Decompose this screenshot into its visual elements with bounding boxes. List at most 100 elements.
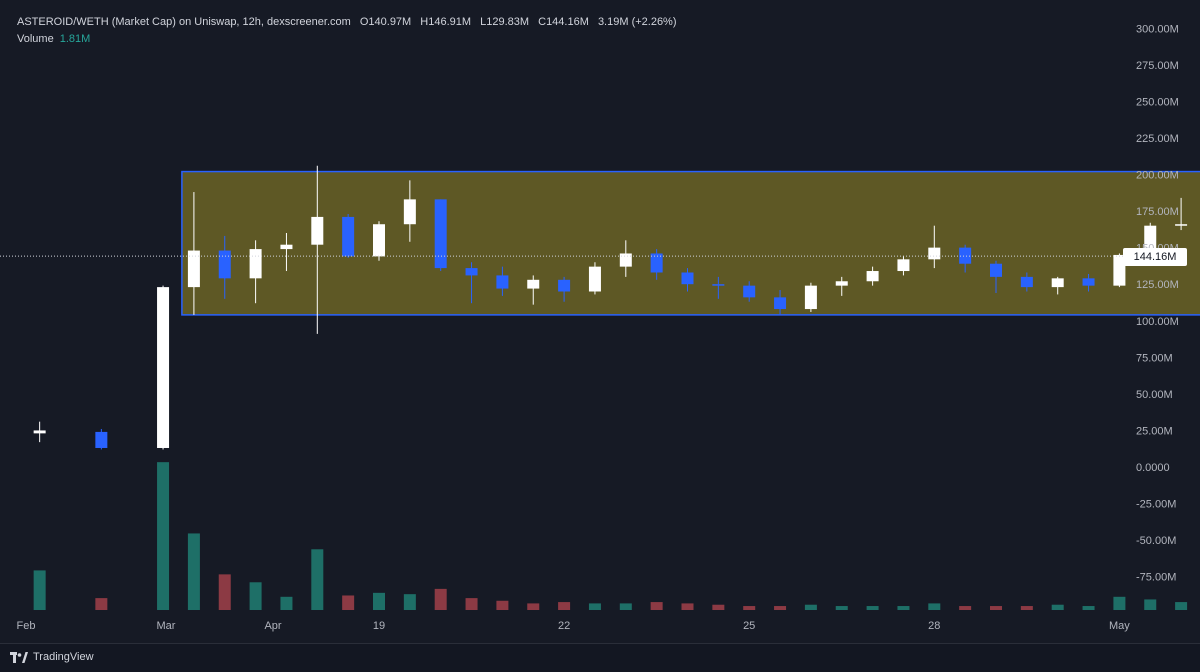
volume-bar <box>527 603 540 610</box>
candle-body <box>619 253 632 267</box>
volume-bar <box>249 582 262 610</box>
volume-bar <box>897 606 910 610</box>
volume-bar <box>743 606 756 610</box>
candle-body <box>774 297 787 310</box>
y-axis-tick-label: 300.00M <box>1136 23 1179 35</box>
candle-body <box>743 285 756 298</box>
candle-body <box>249 249 262 279</box>
candle-body <box>187 250 200 288</box>
volume-bar <box>774 606 787 610</box>
legend-change: 3.19M (+2.26%) <box>597 16 677 28</box>
candle-body <box>157 287 170 448</box>
candle-body <box>650 253 663 273</box>
volume-bar <box>866 606 879 610</box>
x-axis-tick-label: 25 <box>743 620 755 632</box>
legend-low-key: L <box>480 16 487 28</box>
footer-bar: TradingView <box>0 643 1200 672</box>
x-axis-tick-label: 19 <box>373 620 385 632</box>
legend-volume-label: Volume <box>17 33 54 45</box>
y-axis-tick-label: -75.00M <box>1136 572 1176 584</box>
volume-bar <box>95 598 108 610</box>
candle-body <box>311 216 324 245</box>
chart-legend: ASTEROID/WETH (Market Cap) on Uniswap, 1… <box>17 14 677 48</box>
x-axis-tick-label: Feb <box>17 620 36 632</box>
y-axis-tick-label: 275.00M <box>1136 60 1179 72</box>
x-axis-tick-label: 22 <box>558 620 570 632</box>
y-axis-tick-label: -50.00M <box>1136 535 1176 547</box>
candle-body <box>1020 276 1033 288</box>
legend-close-value: 144.16M <box>546 16 589 28</box>
volume-bar <box>218 574 231 610</box>
volume-bar <box>619 603 632 610</box>
volume-bar <box>1020 606 1033 610</box>
volume-bar <box>558 602 571 610</box>
x-axis-tick-label: Mar <box>157 620 176 632</box>
y-axis-tick-label: -25.00M <box>1136 499 1176 511</box>
volume-bar <box>465 598 478 610</box>
legend-high-value: 146.91M <box>428 16 472 28</box>
volume-bar <box>1144 599 1157 610</box>
y-axis-tick-label: 75.00M <box>1136 352 1173 364</box>
candle-body <box>373 224 385 257</box>
candle-body <box>588 266 601 292</box>
legend-high-key: H <box>420 16 429 28</box>
volume-bar <box>373 592 385 610</box>
y-axis-tick-label: 100.00M <box>1136 316 1179 328</box>
candle-body <box>342 216 355 257</box>
candle-body <box>1082 278 1095 286</box>
volume-bar <box>835 606 848 610</box>
candle-body <box>866 271 879 282</box>
x-axis-tick-label: 28 <box>928 620 940 632</box>
candle-body <box>218 250 231 279</box>
volume-bar <box>33 570 46 610</box>
volume-bar <box>403 594 416 610</box>
candle-body <box>465 268 478 276</box>
volume-bar <box>712 604 725 610</box>
candle-body <box>280 244 293 250</box>
candle-body <box>558 279 571 292</box>
volume-bar <box>650 602 663 610</box>
volume-bar <box>311 549 324 610</box>
volume-bar <box>496 600 509 610</box>
volume-bar <box>1175 602 1188 610</box>
volume-bar <box>157 462 170 610</box>
candle-body <box>1175 224 1188 226</box>
candle-body <box>434 199 447 269</box>
volume-bar <box>342 595 355 610</box>
volume-bar <box>990 606 1002 610</box>
tradingview-logo[interactable]: TradingView <box>10 651 94 663</box>
candle-body <box>496 275 509 289</box>
candle-body <box>804 285 817 310</box>
x-axis-tick-label: May <box>1109 620 1130 632</box>
volume-bar <box>1113 596 1126 610</box>
legend-open-key: O <box>359 16 369 28</box>
x-axis-tick-label: Apr <box>264 620 281 632</box>
candle-body <box>897 259 910 272</box>
y-axis-tick-label: 225.00M <box>1136 133 1179 145</box>
volume-bar <box>434 588 447 610</box>
candle-body <box>928 247 941 260</box>
candle-body <box>959 247 972 264</box>
y-axis-tick-label: 50.00M <box>1136 389 1173 401</box>
legend-open-value: 140.97M <box>368 16 412 28</box>
volume-bar <box>1082 606 1095 610</box>
volume-bar <box>280 596 293 610</box>
candle-body <box>712 284 725 286</box>
candle-body <box>681 272 694 285</box>
legend-close-key: C <box>538 16 547 28</box>
brand-label: TradingView <box>33 651 94 663</box>
y-axis-tick-label: 25.00M <box>1136 425 1173 437</box>
volume-bar <box>1051 604 1064 610</box>
candle-body <box>95 431 108 448</box>
y-axis-tick-label: 200.00M <box>1136 170 1179 182</box>
volume-bar <box>959 606 972 610</box>
tradingview-logo-icon <box>10 651 28 663</box>
candlestick-chart[interactable]: 300.00M 275.00M 250.00M 225.00M 200.00M 175.0… <box>0 0 1200 643</box>
volume-bar <box>928 603 941 610</box>
y-axis-tick-label: 125.00M <box>1136 279 1179 291</box>
annotation-rectangle <box>181 170 1200 316</box>
volume-bar <box>187 533 200 610</box>
candle-body <box>527 279 540 289</box>
candle-body <box>403 199 416 225</box>
volume-bar <box>681 603 694 610</box>
